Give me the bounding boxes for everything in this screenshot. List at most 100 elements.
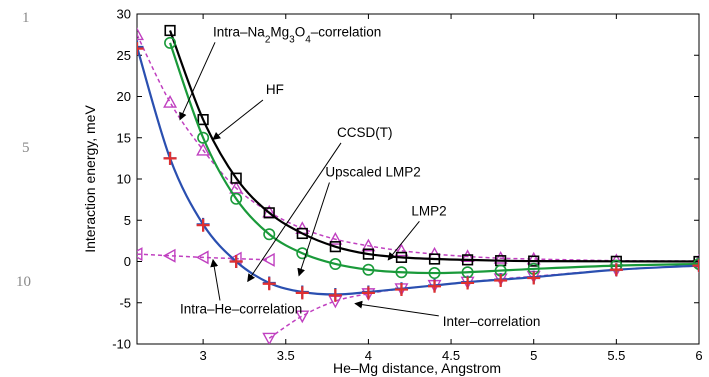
annotation-subscript: 2 [265, 34, 271, 45]
data-point-hf [230, 172, 242, 184]
series-line-intra-na2mg3o4-correlation [137, 34, 699, 262]
y-tick-label: 5 [124, 213, 131, 228]
line-number-1: 1 [22, 10, 30, 26]
data-point-intra-na2mg3o4-correlation [361, 238, 376, 252]
data-point-intra-na2mg3o4-correlation [394, 243, 409, 257]
annotation-hf: HF [212, 82, 284, 141]
annotation-arrow [210, 258, 221, 301]
annotation-label: HF [266, 82, 284, 97]
data-point-hf [164, 24, 176, 37]
annotation-arrow [297, 182, 330, 277]
data-point-intra-na2mg3o4-correlation [196, 142, 211, 156]
annotation-arrow [354, 300, 439, 317]
series-line-lmp2 [169, 42, 699, 275]
data-point-upscaled-lmp2 [692, 259, 699, 273]
data-point-inter-correlation [262, 332, 277, 344]
line-number-10: 10 [16, 274, 31, 290]
data-point-lmp2 [230, 192, 243, 205]
series-intra-na2mg3o4-correlation [137, 27, 699, 267]
data-point-hf [362, 248, 375, 260]
line-number-5: 5 [22, 140, 30, 156]
data-point-upscaled-lmp2 [394, 283, 408, 297]
x-tick-label: 3 [200, 348, 207, 363]
data-point-upscaled-lmp2 [295, 286, 309, 300]
data-point-upscaled-lmp2 [494, 273, 508, 287]
x-tick-label: 3.5 [277, 348, 295, 363]
annotation-label: Inter–correlation [443, 314, 541, 329]
y-tick-label: 30 [117, 7, 131, 22]
annotation-intra-na2mg3o4-correlation: Intra–Na2Mg3O4–correlation [179, 24, 382, 121]
annotation-layer: Intra–Na2Mg3O4–correlation HF CCSD(T) Upsca… [179, 24, 541, 329]
series-line-hf [169, 30, 699, 263]
annotation-text-part: Intra–Na [213, 24, 265, 39]
data-point-intra-he-correlation [137, 247, 143, 262]
x-tick-label: 4.5 [442, 348, 460, 363]
y-tick-label: 25 [117, 48, 131, 63]
data-point-intra-na2mg3o4-correlation [460, 249, 475, 263]
x-tick-label: 5.5 [607, 348, 625, 363]
data-point-upscaled-lmp2 [361, 286, 375, 300]
annotation-arrow [179, 42, 216, 121]
annotation-inter-correlation: Inter–correlation [354, 300, 541, 329]
data-point-intra-na2mg3o4-correlation [163, 95, 178, 108]
line-numbers: 1 5 10 [16, 10, 31, 290]
annotation-subscript: 3 [289, 34, 295, 45]
annotation-upscaled-lmp2: Upscaled LMP2 [297, 165, 421, 277]
data-point-upscaled-lmp2 [461, 276, 475, 290]
data-point-intra-na2mg3o4-correlation [137, 27, 144, 41]
series-line-intra-he-correlation [137, 253, 270, 261]
data-point-upscaled-lmp2 [229, 255, 243, 268]
series-upscaled-lmp2 [137, 42, 699, 302]
data-point-intra-na2mg3o4-correlation [493, 250, 508, 264]
data-point-intra-he-correlation [162, 248, 176, 263]
data-point-hf [428, 253, 441, 265]
y-tick-label: 15 [117, 130, 131, 145]
annotation-text-part: Mg [270, 24, 289, 39]
data-point-hf [329, 241, 341, 253]
data-point-lmp2 [362, 263, 375, 276]
data-point-upscaled-lmp2 [527, 271, 541, 285]
data-point-ccsd-t [137, 40, 144, 54]
data-point-upscaled-lmp2 [196, 218, 210, 232]
data-point-inter-correlation [295, 310, 310, 324]
data-point-lmp2 [428, 267, 441, 280]
y-tick-label: 20 [117, 89, 131, 104]
axis-ticks: 3 3.5 4 4.5 5 5.5 6 -10 -5 0 5 10 15 20 25 30 [112, 7, 702, 364]
y-tick-label: 10 [117, 172, 131, 187]
annotation-label: Upscaled LMP2 [325, 165, 420, 180]
annotation-label: Intra–He–correlation [180, 301, 302, 316]
data-point-hf [395, 251, 408, 263]
data-point-intra-he-correlation [261, 252, 275, 267]
data-point-upscaled-lmp2 [163, 151, 177, 165]
x-tick-label: 5 [530, 348, 537, 363]
series-hf [164, 24, 699, 268]
annotation-text-part: O [295, 24, 306, 39]
data-point-hf [528, 255, 540, 267]
data-point-upscaled-lmp2 [328, 288, 342, 302]
series-lmp2 [164, 36, 699, 280]
data-point-hf [461, 254, 474, 266]
y-tick-label: -5 [119, 295, 131, 310]
x-tick-label: 4 [365, 348, 372, 363]
annotation-lmp2: LMP2 [387, 203, 447, 261]
y-tick-label: 0 [124, 254, 131, 269]
annotation-subscript: 4 [305, 34, 311, 45]
data-point-hf [263, 207, 275, 219]
annotation-text-part: –correlation [311, 24, 382, 39]
data-point-upscaled-lmp2 [137, 42, 144, 56]
data-point-lmp2 [329, 257, 342, 270]
data-point-upscaled-lmp2 [609, 263, 623, 277]
data-point-lmp2 [263, 228, 276, 241]
annotation-label: LMP2 [411, 203, 446, 218]
data-point-upscaled-lmp2 [428, 279, 442, 293]
series-layer [137, 24, 699, 344]
data-point-lmp2 [164, 36, 177, 49]
annotation-arrow [247, 142, 342, 283]
y-axis-title: Interaction energy, meV [82, 105, 98, 253]
y-tick-label: -10 [112, 337, 131, 352]
annotation-intra-he-correlation: Intra–He–correlation [180, 258, 302, 316]
x-tick-label: 6 [695, 348, 702, 363]
annotation-label: CCSD(T) [337, 125, 393, 140]
annotation-ccsd-t: CCSD(T) [247, 125, 393, 283]
